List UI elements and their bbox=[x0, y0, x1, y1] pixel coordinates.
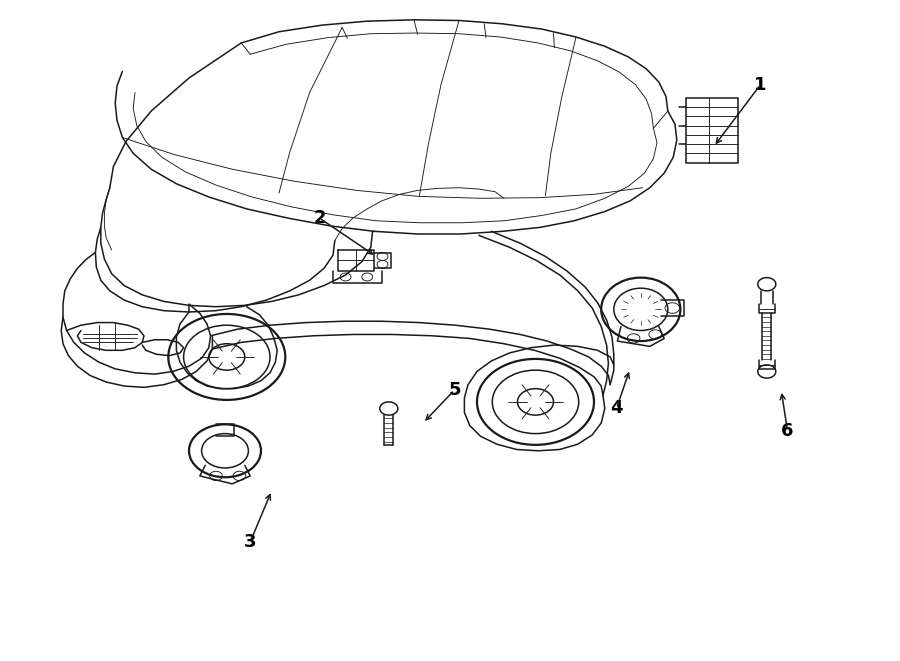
Text: 2: 2 bbox=[313, 209, 326, 227]
Text: 3: 3 bbox=[244, 533, 256, 551]
Text: 4: 4 bbox=[610, 399, 623, 418]
Text: 1: 1 bbox=[754, 75, 767, 94]
Text: 6: 6 bbox=[781, 422, 794, 440]
Bar bbox=[686, 98, 738, 163]
Text: 5: 5 bbox=[448, 381, 461, 399]
